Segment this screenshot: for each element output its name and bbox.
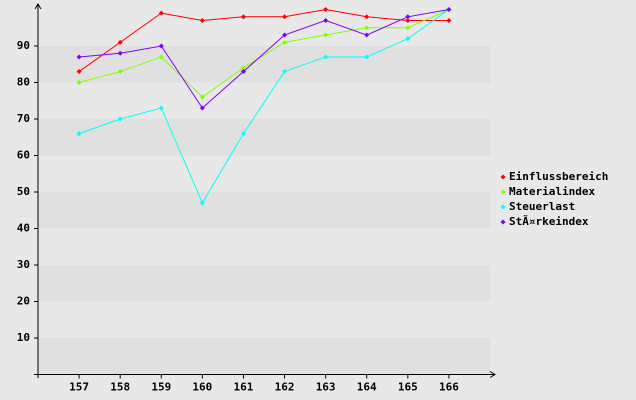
x-tick-label: 164 — [357, 381, 377, 394]
x-axis-arrow — [489, 371, 496, 378]
plot-band — [38, 82, 490, 119]
y-tick-label: 50 — [17, 185, 30, 198]
data-point — [76, 80, 82, 85]
data-point — [117, 50, 123, 56]
data-point — [282, 39, 288, 45]
y-tick-label: 80 — [17, 76, 30, 89]
data-point — [240, 131, 246, 137]
plot-band — [38, 9, 490, 46]
series-line — [78, 9, 450, 98]
legend-label: Steuerlast — [509, 200, 575, 213]
series-line — [78, 8, 449, 72]
data-point — [323, 17, 329, 23]
data-point — [158, 105, 164, 111]
y-axis-arrow — [34, 3, 42, 10]
data-point — [446, 7, 452, 12]
data-point — [282, 14, 288, 20]
data-point — [364, 25, 370, 31]
data-point — [76, 131, 82, 137]
x-tick-label: 159 — [151, 381, 171, 394]
data-point — [405, 25, 411, 31]
data-point — [364, 32, 370, 38]
data-point — [282, 69, 288, 75]
data-point — [199, 94, 205, 100]
plot-band — [38, 46, 490, 83]
legend-marker — [500, 174, 506, 180]
plot-band — [38, 265, 490, 302]
plot-band — [38, 119, 490, 156]
y-tick-label: 40 — [17, 222, 30, 235]
data-point — [405, 17, 411, 23]
x-tick-label: 157 — [69, 381, 89, 394]
data-point — [76, 54, 82, 60]
x-tick-label: 166 — [439, 381, 459, 394]
plot-band — [38, 192, 490, 229]
data-point — [117, 69, 123, 75]
legend-label: Materialindex — [509, 185, 595, 198]
data-point — [364, 54, 370, 60]
plot-band — [38, 228, 490, 265]
legend-label: StÃ¤rkeindex — [509, 215, 589, 228]
series-line — [78, 9, 450, 205]
legend-marker — [500, 189, 506, 195]
y-tick-label: 20 — [17, 295, 30, 308]
legend-marker — [500, 219, 506, 225]
data-point — [364, 14, 370, 20]
data-point — [199, 105, 205, 111]
data-point — [199, 17, 205, 23]
data-point — [117, 39, 123, 45]
x-tick-label: 165 — [398, 381, 418, 394]
data-point — [323, 32, 329, 38]
x-tick-label: 161 — [234, 381, 254, 394]
data-point — [199, 200, 205, 206]
y-tick-label: 70 — [17, 112, 30, 125]
plot-band — [38, 301, 490, 338]
data-point — [282, 32, 288, 38]
data-point — [158, 10, 164, 16]
data-point — [405, 14, 411, 20]
plot-band — [38, 338, 490, 375]
data-point — [240, 69, 246, 75]
data-point — [158, 43, 164, 49]
y-tick-label: 60 — [17, 149, 30, 162]
data-point — [446, 17, 452, 23]
x-tick-label: 163 — [316, 381, 336, 394]
y-tick-label: 10 — [17, 331, 30, 344]
legend-label: Einflussbereich — [509, 170, 608, 183]
data-point — [117, 116, 123, 122]
x-tick-label: 160 — [192, 381, 212, 394]
data-point — [240, 65, 246, 71]
y-tick-label: 90 — [17, 39, 30, 52]
data-point — [323, 7, 329, 12]
legend-marker — [500, 204, 506, 210]
data-point — [158, 54, 164, 60]
data-point — [240, 14, 246, 20]
data-point — [323, 54, 329, 60]
data-point — [405, 36, 411, 42]
data-point — [76, 69, 82, 75]
series-line — [79, 9, 449, 109]
x-tick-label: 162 — [275, 381, 295, 394]
x-tick-label: 158 — [110, 381, 130, 394]
plot-band — [38, 155, 490, 192]
plot-bands — [38, 9, 490, 375]
y-tick-label: 30 — [17, 258, 30, 271]
